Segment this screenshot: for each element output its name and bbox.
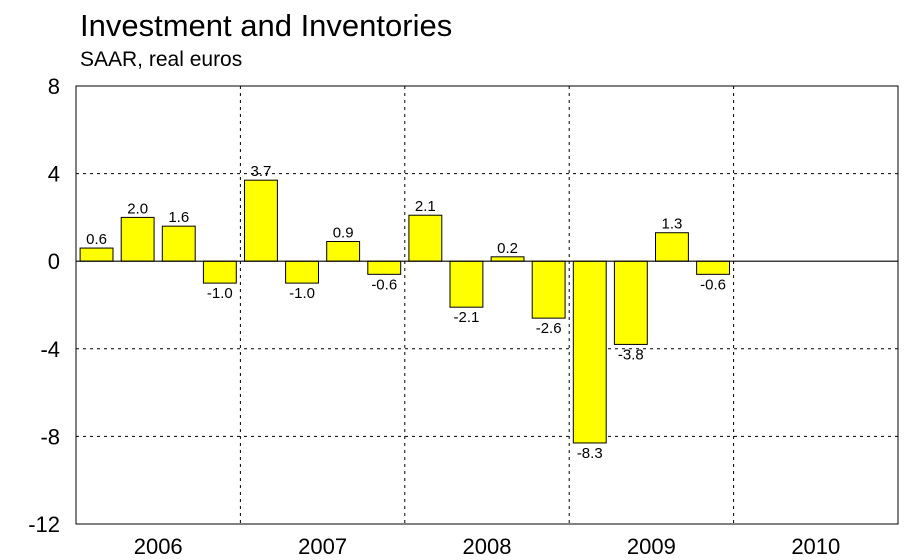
bar [531,260,566,319]
data-label: -0.6 [371,276,397,293]
data-label: -8.3 [577,445,603,462]
data-label: 1.6 [168,209,189,226]
y-tick-label: -8 [40,424,60,449]
bar [161,225,196,262]
x-tick-label: 2006 [134,534,183,559]
bar [285,260,319,284]
data-label: -2.6 [536,320,562,337]
x-tick-label: 2010 [791,534,840,559]
chart-title: Investment and Inventories [80,8,452,43]
x-tick-label: 2007 [298,534,347,559]
data-labels: 0.6 2.0 1.6 -1.0 3.7 -1.0 0.9 -0.6 2.1 -2.1 0.2 -2.… [86,163,726,462]
y-tick-label: 0 [48,249,60,274]
bar [613,260,648,345]
data-label: -1.0 [289,285,315,302]
bar [572,260,607,444]
x-axis: 2006 2007 2008 2009 2010 [134,534,841,559]
bar [449,260,484,308]
bar [244,179,278,262]
data-label: -0.6 [700,276,726,293]
data-label: 2.1 [415,198,436,215]
bar [696,260,730,275]
data-label: 0.6 [86,231,107,248]
bar [655,232,689,262]
bar [202,260,237,284]
bar [326,240,361,262]
data-label: 1.3 [662,216,683,233]
grid [76,86,898,524]
x-tick-label: 2008 [463,534,512,559]
bar [120,216,155,262]
y-axis: 8 4 0 -4 -8 -12 [28,74,60,537]
y-tick-label: -12 [28,512,60,537]
x-tick-label: 2009 [627,534,676,559]
bar [367,260,402,275]
data-label: -3.8 [618,346,644,363]
plot-frame [75,85,899,525]
data-label: 0.2 [497,240,518,257]
data-label: -1.0 [207,285,233,302]
y-tick-label: -4 [40,337,60,362]
bar [490,256,525,262]
y-tick-label: 8 [48,74,60,99]
y-tick-label: 4 [48,162,60,187]
data-label: -2.1 [454,309,480,326]
bar [408,214,443,262]
data-label: 3.7 [251,163,272,180]
data-label: 2.0 [127,200,148,217]
data-label: 0.9 [333,224,354,241]
bar [79,247,114,262]
chart-subtitle: SAAR, real euros [80,48,242,71]
